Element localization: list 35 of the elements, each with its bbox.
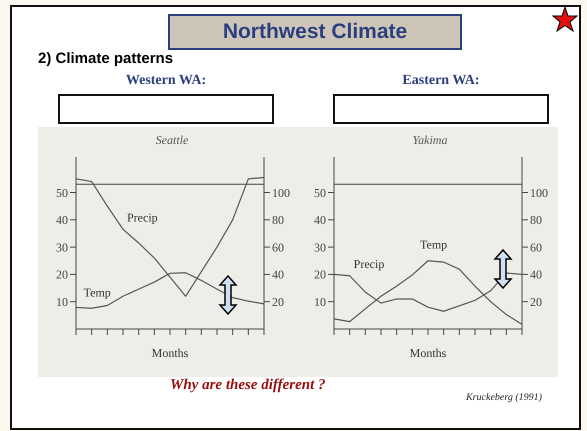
- y-tick-label: 50: [56, 186, 68, 200]
- series-label: Temp: [420, 238, 448, 252]
- text: Eastern WA:: [401, 73, 481, 89]
- chart-title: Yakima: [412, 133, 448, 149]
- y-tick-label: 40: [56, 213, 68, 228]
- y2-tick-label: 20: [530, 294, 542, 309]
- x-axis-title: Months: [410, 346, 447, 360]
- y-tick-label: 50: [314, 186, 326, 200]
- y2-tick-label: 40: [530, 268, 542, 282]
- y2-tick-label: 100: [272, 186, 290, 200]
- y2-tick-label: 100: [530, 186, 548, 200]
- text: Western WA:: [124, 73, 208, 89]
- y-tick-label: 40: [314, 213, 326, 228]
- y-tick-label: 20: [56, 268, 68, 282]
- y-tick-label: 10: [314, 294, 326, 309]
- text: 2) Climate patterns: [38, 50, 174, 67]
- text: Why are these different ?: [170, 377, 326, 394]
- y2-tick-label: 60: [530, 240, 542, 254]
- y-tick-label: 30: [56, 240, 68, 254]
- y-tick-label: 10: [56, 294, 68, 309]
- text: Northwest Climate: [168, 14, 462, 50]
- line-series: [333, 260, 523, 325]
- series-label: Precip: [354, 256, 384, 271]
- y-tick-label: 20: [314, 268, 326, 282]
- text: Kruckeberg (1991): [466, 392, 542, 403]
- series-label: Precip: [127, 210, 158, 224]
- y2-tick-label: 20: [272, 294, 284, 309]
- y2-tick-label: 80: [530, 213, 542, 228]
- x-axis-title: Months: [152, 346, 189, 360]
- y2-tick-label: 80: [272, 213, 284, 228]
- series-label: Temp: [84, 285, 111, 300]
- chart-title: Seattle: [154, 133, 190, 149]
- y2-tick-label: 40: [272, 268, 284, 282]
- y-tick-label: 30: [314, 240, 326, 254]
- y2-tick-label: 60: [272, 240, 284, 254]
